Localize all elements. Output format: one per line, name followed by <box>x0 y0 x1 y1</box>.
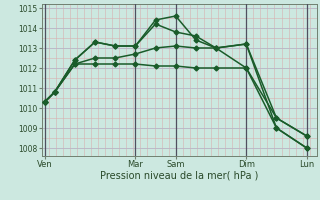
X-axis label: Pression niveau de la mer( hPa ): Pression niveau de la mer( hPa ) <box>100 171 258 181</box>
